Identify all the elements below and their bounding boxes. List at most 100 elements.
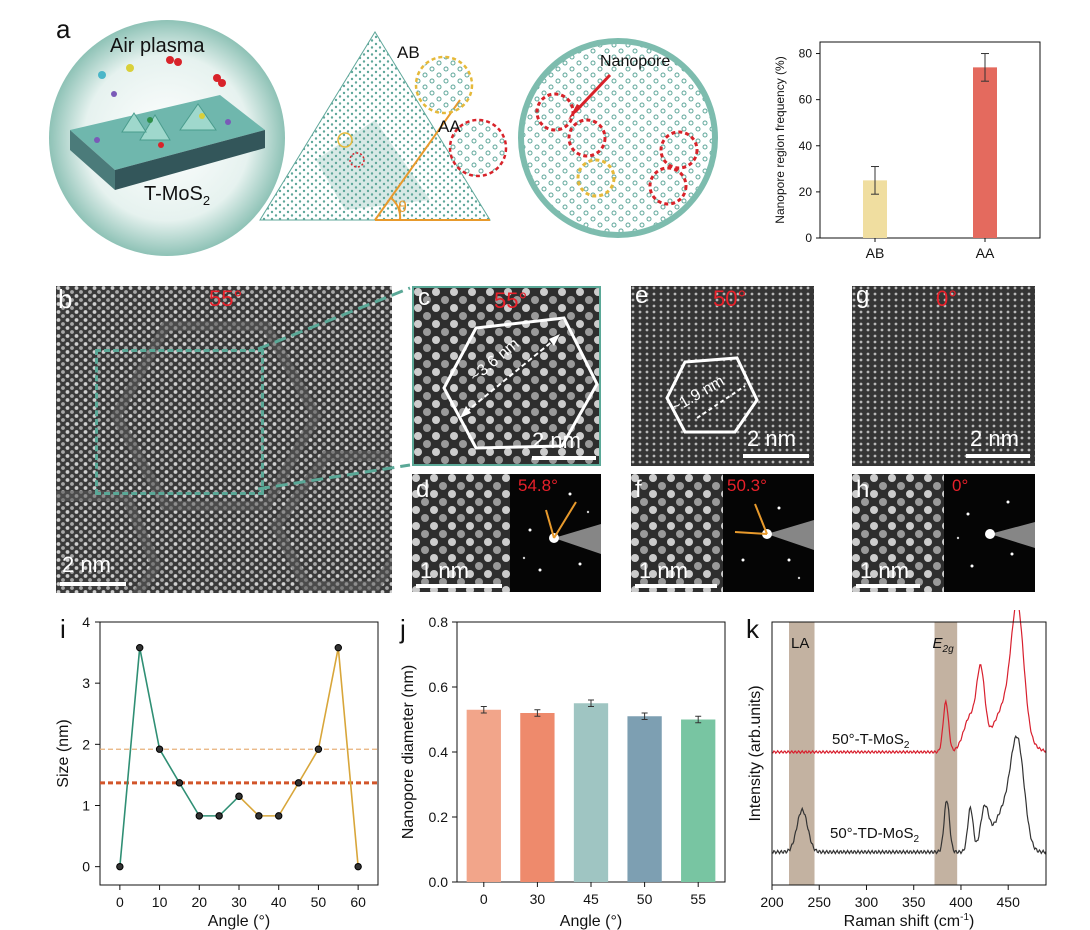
angle-e: 50° bbox=[713, 286, 747, 311]
fft-angle-h: 0° bbox=[952, 476, 969, 495]
panel-label-g: g bbox=[856, 286, 870, 309]
bar-AA bbox=[973, 67, 997, 238]
angle-b: 55° bbox=[209, 286, 243, 311]
series-line-0 bbox=[119, 647, 240, 867]
x-tick-label-50: 50 bbox=[637, 891, 653, 907]
nanopore-label: Nanopore bbox=[600, 53, 670, 70]
stem-image-f: f 1 nm bbox=[631, 474, 723, 592]
x-tick-label-1: 10 bbox=[152, 894, 168, 910]
stem-image-c: c 55° ~3.6 nm 2 nm bbox=[412, 286, 601, 466]
y-tick-label-4: 0.8 bbox=[429, 614, 449, 630]
panel-label-b: b bbox=[58, 284, 73, 314]
scale-bar-g bbox=[966, 454, 1030, 458]
y-tick-label-3: 0.6 bbox=[429, 679, 449, 695]
x-axis-label: Angle (°) bbox=[208, 913, 270, 930]
aa-inset bbox=[448, 118, 508, 178]
x-tick-label-55: 55 bbox=[690, 891, 706, 907]
x-tick-label-3: 350 bbox=[902, 894, 926, 910]
scale-bar-d bbox=[416, 584, 502, 588]
panel-label-f: f bbox=[635, 476, 642, 503]
bar-angle-55 bbox=[681, 719, 716, 882]
bar-angle-30 bbox=[520, 713, 555, 882]
x-tick-label-5: 50 bbox=[311, 894, 327, 910]
diffraction-h: 0° bbox=[944, 474, 1035, 592]
diffraction-d: 54.8° bbox=[510, 474, 601, 592]
x-tick-label-3: 30 bbox=[231, 894, 247, 910]
zoom-box-b bbox=[95, 349, 264, 495]
panel-label-h: h bbox=[856, 476, 870, 503]
panel-label-c: c bbox=[418, 286, 430, 311]
x-tick-label-4: 400 bbox=[949, 894, 973, 910]
panel-label-i: i bbox=[60, 614, 66, 644]
chart-j-nanopore-diameter: 0 30 45 50 55 0.0 0.2 0.4 0.6 0.8 Angle (°) Nanopor… bbox=[400, 614, 726, 930]
y-tick-label-3: 60 bbox=[799, 93, 813, 107]
data-point-1-1 bbox=[255, 812, 263, 820]
data-point-0-2 bbox=[155, 745, 164, 753]
theta-label: θ bbox=[398, 199, 407, 216]
stem-image-g: g 0° 2 nm bbox=[852, 286, 1035, 466]
stem-image-e: e 50° ~1.9 nm 2 nm bbox=[631, 286, 814, 466]
data-point-0-4 bbox=[195, 812, 203, 820]
zoom-connector bbox=[257, 286, 411, 491]
angle-c: 55° bbox=[494, 288, 528, 313]
series-label-t-mos2: 50°-T-MoS2 bbox=[832, 731, 910, 751]
y-axis-label: Nanopore diameter (nm) bbox=[400, 665, 417, 839]
data-point-1-4 bbox=[314, 745, 323, 753]
chart-a-nanopore-frequency: 0 20 40 60 80 AB AA Nanopore region frequency (… bbox=[773, 41, 1041, 261]
diffraction-f: 50.3° bbox=[723, 474, 814, 592]
angle-g: 0° bbox=[936, 286, 958, 311]
scale-label-e: 2 nm bbox=[747, 426, 796, 451]
y-tick-label-1: 1 bbox=[82, 797, 90, 813]
chart-i-size-vs-angle: 0 10 20 30 40 50 60 0 1 2 3 4 Angle (°) Size (nm) bbox=[55, 614, 379, 930]
band-label-e2g: E2g bbox=[933, 635, 955, 655]
y-tick-label-1: 0.2 bbox=[429, 809, 449, 825]
x-tick-label-5: 450 bbox=[997, 894, 1021, 910]
x-tick-label-2: 20 bbox=[191, 894, 207, 910]
fft-angle-d: 54.8° bbox=[518, 476, 558, 495]
y-tick-label-2: 0.4 bbox=[429, 744, 449, 760]
data-point-1-6 bbox=[354, 862, 362, 871]
x-tick-label-0: 0 bbox=[480, 891, 488, 907]
y-tick-label-4: 80 bbox=[799, 47, 813, 61]
y-tick-label-2: 40 bbox=[799, 139, 813, 153]
y-tick-label-2: 2 bbox=[82, 736, 90, 752]
scale-bar-c bbox=[532, 456, 596, 460]
data-point-0-0 bbox=[116, 862, 124, 871]
ab-label: AB bbox=[397, 43, 420, 62]
plasma-sphere: Air plasma T-MoS2 bbox=[49, 20, 285, 256]
x-tick-label-30: 30 bbox=[530, 891, 546, 907]
y-tick-label-0: 0 bbox=[82, 859, 90, 875]
aa-label: AA bbox=[438, 117, 461, 136]
panel-a-schematic: Air plasma T-MoS2 θ AB AA Nanopore bbox=[49, 20, 718, 256]
x-tick-label-4: 40 bbox=[271, 894, 287, 910]
x-tick-label-1: 250 bbox=[808, 894, 832, 910]
bar-angle-0 bbox=[466, 709, 501, 882]
scale-bar-h bbox=[856, 584, 920, 588]
panel-label-e: e bbox=[635, 286, 649, 309]
fft-angle-f: 50.3° bbox=[727, 476, 767, 495]
x-tick-label-45: 45 bbox=[583, 891, 599, 907]
x-tick-label-6: 60 bbox=[350, 894, 366, 910]
data-point-1-5 bbox=[334, 643, 342, 652]
moire-circle: Nanopore bbox=[518, 38, 718, 238]
bar-angle-50 bbox=[627, 716, 662, 882]
data-point-0-1 bbox=[136, 643, 144, 652]
band-1 bbox=[934, 622, 958, 885]
scale-label-f: 1 nm bbox=[639, 558, 688, 583]
panel-label-j: j bbox=[400, 614, 406, 644]
x-tick-label-0: 200 bbox=[760, 894, 784, 910]
scale-label-h: 1 nm bbox=[860, 558, 909, 583]
panel-label-a: a bbox=[56, 14, 71, 44]
x-tick-label-2: 300 bbox=[855, 894, 879, 910]
scale-label-g: 2 nm bbox=[970, 426, 1019, 451]
data-point-0-5 bbox=[215, 812, 223, 820]
x-tick-label-0: 0 bbox=[116, 894, 124, 910]
panel-label-d: d bbox=[416, 476, 430, 503]
x-tick-label-AB: AB bbox=[866, 245, 885, 261]
stem-image-b: 55° 2 nm bbox=[56, 286, 392, 593]
scale-bar-e bbox=[743, 454, 809, 458]
y-tick-label-3: 3 bbox=[82, 675, 90, 691]
scale-bar-b bbox=[60, 582, 126, 586]
stem-image-d: d 1 nm bbox=[412, 474, 510, 592]
scale-label-c: 2 nm bbox=[532, 428, 581, 453]
